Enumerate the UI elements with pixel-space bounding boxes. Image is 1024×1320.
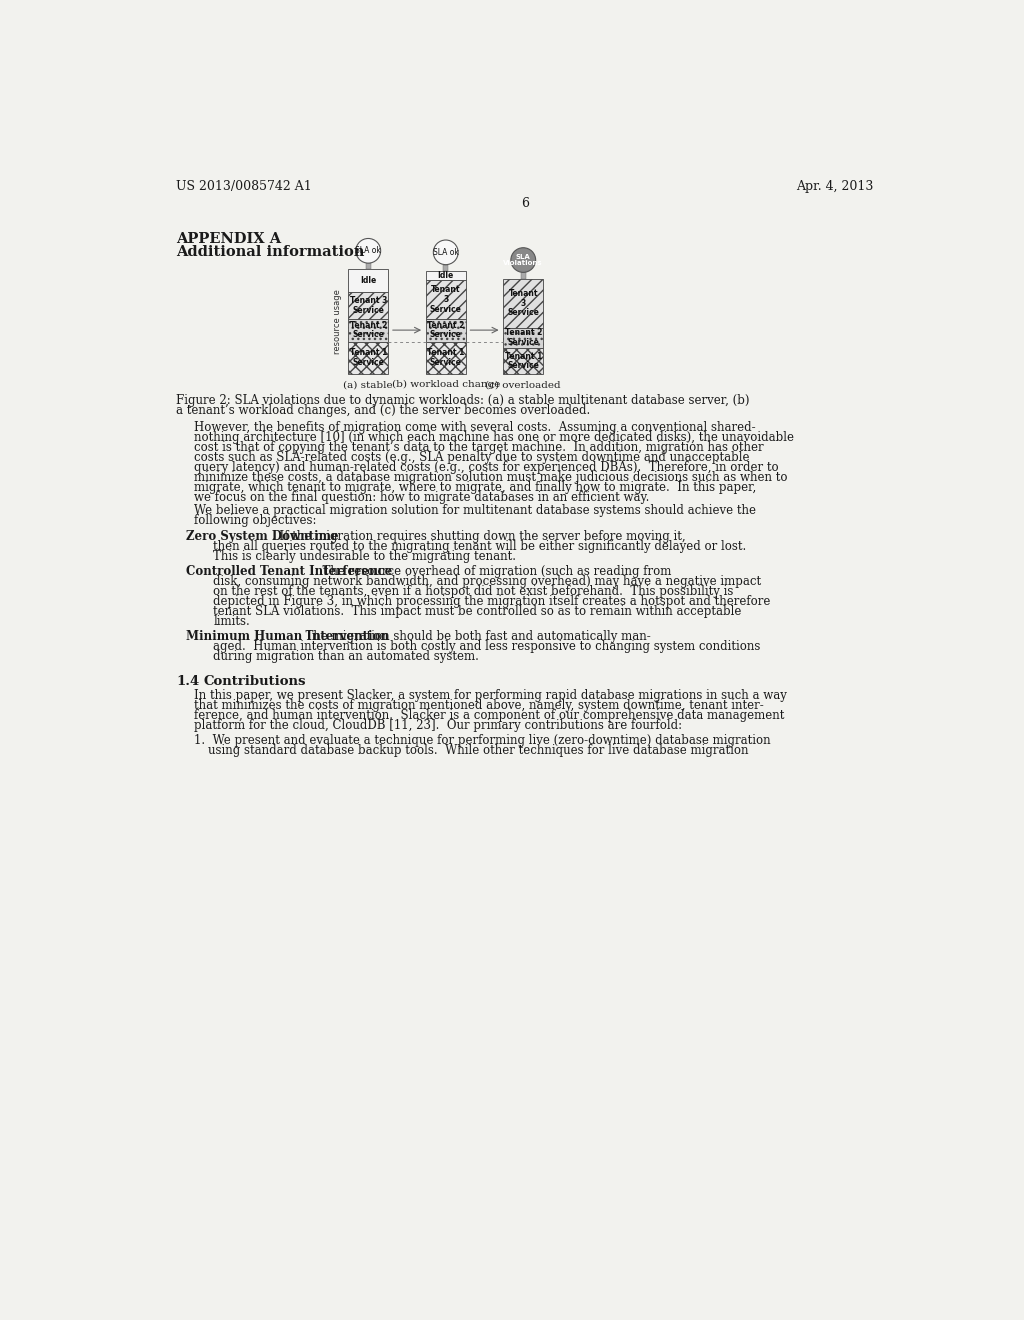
Bar (348, 269, 388, 293)
Text: Minimum Human Intervention: Minimum Human Intervention (186, 630, 389, 643)
Circle shape (511, 248, 536, 272)
Text: migrate, which tenant to migrate, where to migrate, and finally how to migrate. : migrate, which tenant to migrate, where … (194, 480, 756, 494)
Text: SLA
Violations: SLA Violations (504, 253, 543, 267)
Text: However, the benefits of migration come with several costs.  Assuming a conventi: However, the benefits of migration come … (194, 421, 756, 434)
Text: Tenant 1
Service: Tenant 1 Service (427, 348, 465, 367)
Text: Figure 2: SLA violations due to dynamic workloads: (a) a stable multitenant data: Figure 2: SLA violations due to dynamic … (176, 395, 750, 407)
Text: (c) overloaded: (c) overloaded (485, 380, 561, 389)
Text: following objectives:: following objectives: (194, 515, 316, 527)
Bar (348, 318, 388, 342)
Text: on the rest of the tenants, even if a hotspot did not exist beforehand.  This po: on the rest of the tenants, even if a ho… (213, 585, 733, 598)
Text: Tenant 2
Service: Tenant 2 Service (349, 321, 387, 339)
Bar (503, 279, 544, 327)
Text: Tenant
3
Service: Tenant 3 Service (430, 285, 462, 314)
Text: tenant SLA violations.  This impact must be controlled so as to remain within ac: tenant SLA violations. This impact must … (213, 605, 741, 618)
Text: costs such as SLA-related costs (e.g., SLA penalty due to system downtime and un: costs such as SLA-related costs (e.g., S… (194, 451, 750, 465)
Bar (348, 293, 388, 318)
Text: (b) workload change: (b) workload change (391, 380, 500, 389)
Bar (426, 318, 466, 342)
Text: Tenant 3
Service: Tenant 3 Service (349, 296, 387, 315)
Text: SLA ok: SLA ok (433, 248, 459, 257)
Bar (503, 348, 544, 374)
Text: Apr. 4, 2013: Apr. 4, 2013 (797, 180, 873, 193)
Text: ference, and human intervention.  Slacker is a component of our comprehensive da: ference, and human intervention. Slacker… (194, 709, 784, 722)
Text: using standard database backup tools.  While other techniques for live database : using standard database backup tools. Wh… (208, 743, 749, 756)
Text: . The resource overhead of migration (such as reading from: . The resource overhead of migration (su… (315, 565, 672, 578)
Text: aged.  Human intervention is both costly and less responsive to changing system : aged. Human intervention is both costly … (213, 640, 761, 652)
Circle shape (356, 239, 381, 263)
Text: a tenant’s workload changes, and (c) the server becomes overloaded.: a tenant’s workload changes, and (c) the… (176, 404, 590, 417)
Text: . The migration should be both fast and automatically man-: . The migration should be both fast and … (298, 630, 650, 643)
Text: Additional information: Additional information (176, 246, 365, 260)
Text: In this paper, we present Slacker, a system for performing rapid database migrat: In this paper, we present Slacker, a sys… (194, 689, 786, 702)
Text: Tenant 2
Service: Tenant 2 Service (505, 329, 542, 347)
Text: nothing architecture [10] (in which each machine has one or more dedicated disks: nothing architecture [10] (in which each… (194, 430, 794, 444)
Bar (443, 264, 449, 271)
Bar (426, 271, 466, 280)
Text: SLA ok: SLA ok (355, 247, 381, 255)
Text: US 2013/0085742 A1: US 2013/0085742 A1 (176, 180, 311, 193)
Text: minimize these costs, a database migration solution must make judicious decision: minimize these costs, a database migrati… (194, 471, 787, 484)
Text: query latency) and human-related costs (e.g., costs for experienced DBAs).  Ther: query latency) and human-related costs (… (194, 461, 778, 474)
Text: We believe a practical migration solution for multitenant database systems shoul: We believe a practical migration solutio… (194, 504, 756, 517)
Text: platform for the cloud, CloudDB [11, 23].  Our primary contributions are fourfol: platform for the cloud, CloudDB [11, 23]… (194, 719, 682, 733)
Text: (a) stable: (a) stable (343, 380, 393, 389)
Text: Tenant 1
Service: Tenant 1 Service (349, 348, 387, 367)
Text: 6: 6 (521, 197, 528, 210)
Text: 1.4: 1.4 (176, 675, 200, 688)
Bar (366, 263, 371, 269)
Text: cost is that of copying the tenant’s data to the target machine.  In addition, m: cost is that of copying the tenant’s dat… (194, 441, 764, 454)
Text: Tenant 2
Service: Tenant 2 Service (427, 321, 465, 339)
Text: Zero System Downtime: Zero System Downtime (186, 531, 339, 544)
Circle shape (433, 240, 458, 264)
Text: Tenant 1
Service: Tenant 1 Service (505, 351, 542, 371)
Text: resource usage: resource usage (333, 289, 342, 354)
Text: Idle: Idle (437, 271, 454, 280)
Text: then all queries routed to the migrating tenant will be either significantly del: then all queries routed to the migrating… (213, 540, 746, 553)
Text: that minimizes the costs of migration mentioned above, namely, system downtime, : that minimizes the costs of migration me… (194, 700, 764, 711)
Text: limits.: limits. (213, 615, 250, 628)
Text: depicted in Figure 3, in which processing the migration itself creates a hotspot: depicted in Figure 3, in which processin… (213, 595, 771, 609)
Text: 1.  We present and evaluate a technique for performing live (zero-downtime) data: 1. We present and evaluate a technique f… (194, 734, 770, 747)
Text: we focus on the final question: how to migrate databases in an efficient way.: we focus on the final question: how to m… (194, 491, 649, 504)
Bar (426, 342, 466, 374)
Text: . If the migration requires shutting down the server before moving it,: . If the migration requires shutting dow… (272, 531, 686, 544)
Text: Tenant
3
Service: Tenant 3 Service (507, 289, 540, 317)
Text: Idle: Idle (360, 276, 377, 285)
Text: This is clearly undesirable to the migrating tenant.: This is clearly undesirable to the migra… (213, 550, 516, 564)
Bar (426, 280, 466, 318)
Text: disk, consuming network bandwidth, and processing overhead) may have a negative : disk, consuming network bandwidth, and p… (213, 576, 762, 587)
Bar (348, 342, 388, 374)
Text: Contributions: Contributions (204, 675, 306, 688)
Bar (503, 327, 544, 348)
Text: during migration than an automated system.: during migration than an automated syste… (213, 649, 479, 663)
Bar (521, 272, 525, 279)
Text: Controlled Tenant Interference: Controlled Tenant Interference (186, 565, 392, 578)
Text: APPENDIX A: APPENDIX A (176, 231, 282, 246)
